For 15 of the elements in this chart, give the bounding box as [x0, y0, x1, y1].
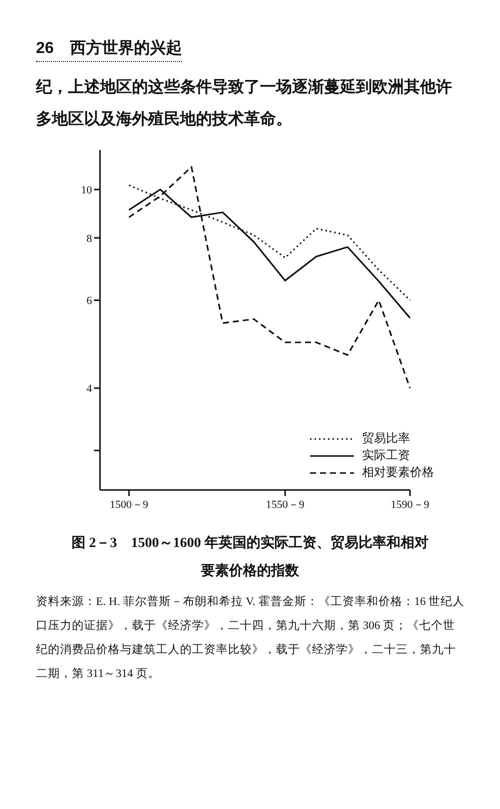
legend-label: 相对要素价格: [362, 464, 434, 481]
line-series: [128, 166, 411, 389]
text: 资料来源：E. H. 菲尔普斯－布朗和希拉 V. 霍普金斯：《工资率和价格：16 世纪人口压力的证据》，载于《经济学》，二十四，第九十六期，第 306 页；《七个世纪的消费品价格与建筑工人的工资率比较》，载于《经济学》，二十三，第九十二期，第 311～314 页。: [36, 594, 466, 682]
y-tick-label: 6: [86, 295, 92, 308]
y-tick-label: 8: [86, 232, 92, 245]
legend-label: 实际工资: [362, 447, 410, 464]
y-tick-label: 10: [81, 184, 92, 196]
x-tick-label: 1550－9: [266, 499, 305, 511]
x-tick-label: 1590－9: [390, 499, 430, 511]
y-tick-label: 4: [86, 383, 92, 396]
text: 图 2－3 1500～1600 年英国的实际工资、贸易比率和相对要素价格的指数: [70, 534, 430, 581]
text: 纪，上述地区的这些条件导致了一场逐渐蔓延到欧洲其他许多地区以及海外殖民地的技术革命。: [36, 77, 453, 130]
legend-label: 贸易比率: [362, 430, 410, 447]
x-tick-label: 1500－9: [110, 499, 149, 511]
text: 26 西方世界的兴起: [36, 38, 182, 62]
